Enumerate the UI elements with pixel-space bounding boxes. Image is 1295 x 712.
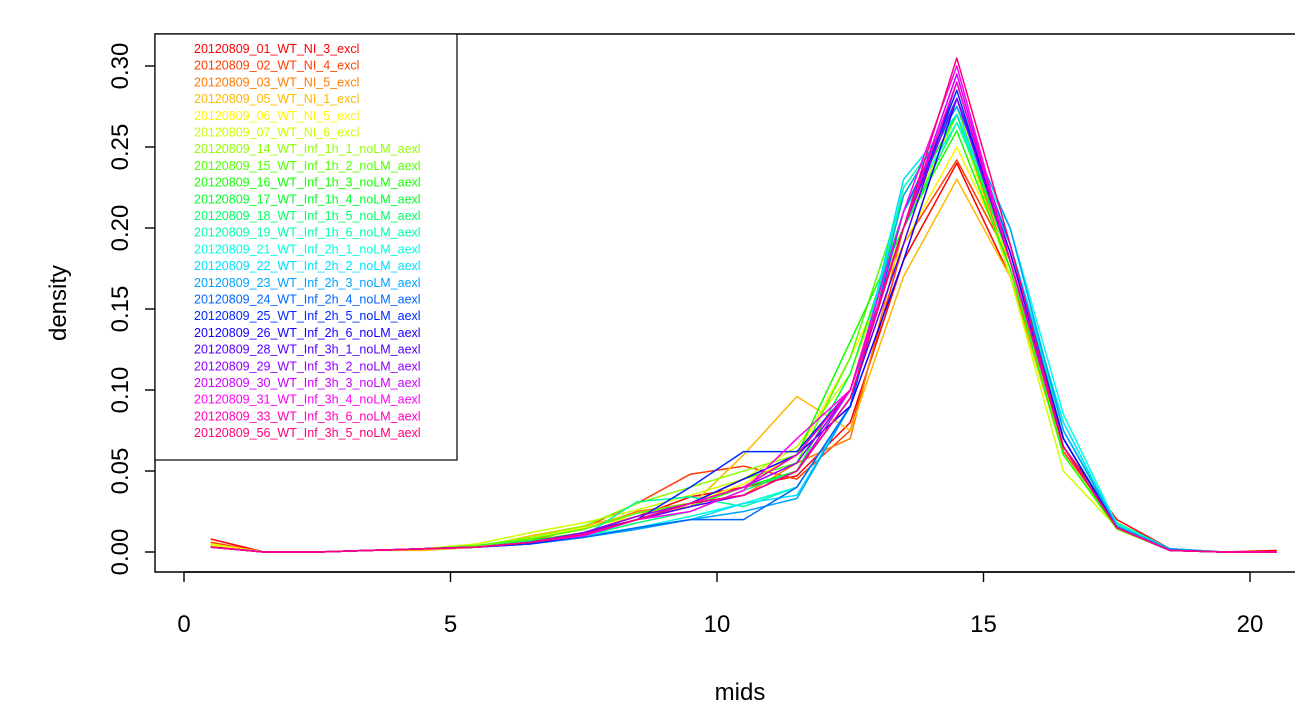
- y-tick-label: 0.15: [107, 286, 134, 333]
- y-tick-label: 0.10: [107, 367, 134, 414]
- legend-entries: 20120809_01_WT_NI_3_excl 20120809_02_WT_N…: [194, 42, 421, 440]
- legend-entry: 20120809_18_WT_Inf_1h_5_noLM_aexl: [194, 209, 421, 223]
- legend-entry: 20120809_14_WT_Inf_1h_1_noLM_aexl: [194, 142, 421, 156]
- legend-entry: 20120809_07_WT_NI_6_excl: [194, 126, 359, 140]
- legend-entry: 20120809_01_WT_NI_3_excl: [194, 42, 359, 56]
- x-tick-label: 0: [177, 611, 190, 638]
- legend-entry: 20120809_29_WT_Inf_3h_2_noLM_aexl: [194, 359, 421, 373]
- x-tick-label: 5: [444, 611, 457, 638]
- y-tick-label: 0.00: [107, 529, 134, 576]
- legend-entry: 20120809_19_WT_Inf_1h_6_noLM_aexl: [194, 226, 421, 240]
- legend-entry: 20120809_26_WT_Inf_2h_6_noLM_aexl: [194, 326, 421, 340]
- legend-entry: 20120809_30_WT_Inf_3h_3_noLM_aexl: [194, 376, 421, 390]
- legend-entry: 20120809_25_WT_Inf_2h_5_noLM_aexl: [194, 309, 421, 323]
- y-axis-title: density: [45, 265, 72, 341]
- y-axis: 0.00 0.05 0.10 0.15 0.20 0.25 0.30: [107, 43, 155, 576]
- legend-entry: 20120809_21_WT_Inf_2h_1_noLM_aexl: [194, 242, 421, 256]
- x-axis-title: mids: [715, 679, 766, 706]
- legend-entry: 20120809_31_WT_Inf_3h_4_noLM_aexl: [194, 393, 421, 407]
- legend-entry: 20120809_23_WT_Inf_2h_3_noLM_aexl: [194, 276, 421, 290]
- y-tick-label: 0.05: [107, 448, 134, 495]
- legend-entry: 20120809_33_WT_Inf_3h_6_noLM_aexl: [194, 409, 421, 423]
- x-tick-label: 10: [704, 611, 731, 638]
- legend: 20120809_01_WT_NI_3_excl 20120809_02_WT_N…: [154, 33, 458, 461]
- y-tick-label: 0.25: [107, 124, 134, 171]
- y-tick-label: 0.20: [107, 205, 134, 252]
- x-tick-label: 15: [970, 611, 997, 638]
- legend-entry: 20120809_56_WT_Inf_3h_5_noLM_aexl: [194, 426, 421, 440]
- legend-entry: 20120809_16_WT_Inf_1h_3_noLM_aexl: [194, 176, 421, 190]
- legend-entry: 20120809_03_WT_NI_5_excl: [194, 75, 359, 89]
- legend-entry: 20120809_02_WT_NI_4_excl: [194, 59, 359, 73]
- y-tick-label: 0.30: [107, 43, 134, 90]
- legend-entry: 20120809_24_WT_Inf_2h_4_noLM_aexl: [194, 293, 421, 307]
- series-line-24: [210, 57, 1277, 553]
- x-axis: 0 5 10 15 20: [177, 571, 1264, 638]
- series-lines: [210, 57, 1277, 553]
- x-tick-label: 20: [1237, 611, 1264, 638]
- legend-entry: 20120809_05_WT_NI_1_excl: [194, 92, 359, 106]
- legend-box: [154, 33, 458, 461]
- legend-entry: 20120809_22_WT_Inf_2h_2_noLM_aexl: [194, 259, 421, 273]
- legend-entry: 20120809_28_WT_Inf_3h_1_noLM_aexl: [194, 343, 421, 357]
- legend-entry: 20120809_15_WT_Inf_1h_2_noLM_aexl: [194, 159, 421, 173]
- legend-entry: 20120809_17_WT_Inf_1h_4_noLM_aexl: [194, 192, 421, 206]
- legend-entry: 20120809_06_WT_NI_5_excl: [194, 109, 359, 123]
